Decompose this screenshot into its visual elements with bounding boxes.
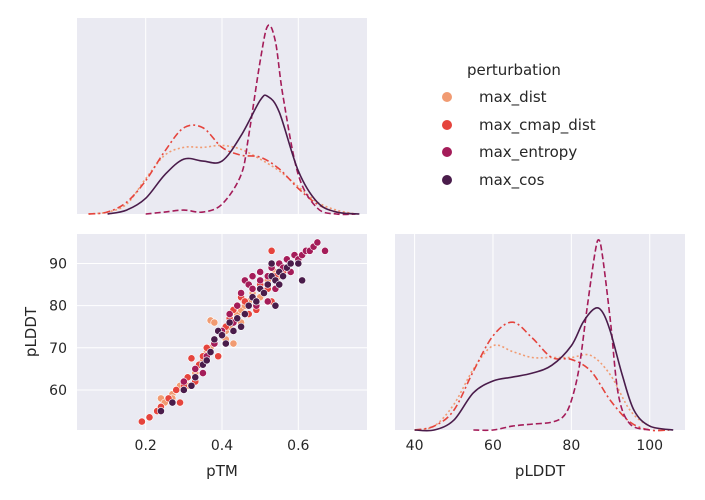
scatter-point-max-cos bbox=[237, 322, 245, 331]
plddt-kde-xtick-label: 100 bbox=[636, 438, 663, 454]
scatter-point-max-entropy bbox=[256, 276, 265, 285]
scatter-point-max-cos bbox=[240, 310, 249, 318]
plddt-kde-curve-max-cmap-dist bbox=[414, 321, 670, 432]
ptm-kde-curves bbox=[88, 24, 360, 216]
scatter-point-max-cos bbox=[244, 301, 253, 310]
scatter-point-max-cos bbox=[179, 386, 188, 394]
plddt-kde-curves bbox=[414, 239, 674, 432]
scatter-point-max-cos bbox=[191, 373, 200, 382]
scatter-point-max-entropy bbox=[237, 289, 245, 297]
scatter-point-max-cos bbox=[210, 335, 219, 344]
ptm-kde-curve-max-cos bbox=[107, 94, 360, 215]
scatter-point-max-cmap-dist bbox=[145, 413, 154, 422]
scatter-xtick-label: 0.4 bbox=[211, 438, 233, 454]
scatter-point-max-entropy bbox=[313, 238, 322, 247]
ptm-kde-curve-max-dist bbox=[88, 144, 356, 215]
ptm-kde-curve-max-entropy bbox=[145, 24, 356, 216]
plddt-kde-curve-max-entropy bbox=[473, 239, 650, 432]
scatter-point-max-entropy bbox=[233, 301, 242, 310]
scatter-xtick-label: 0.6 bbox=[287, 438, 309, 454]
scatter-xlabel: pTM bbox=[206, 462, 238, 480]
scatter-point-max-cos bbox=[260, 289, 268, 297]
scatter-point-max-cmap-dist bbox=[187, 354, 196, 363]
scatter-point-max-cmap-dist bbox=[214, 352, 223, 361]
legend-marker-max-entropy bbox=[442, 147, 452, 157]
legend-marker-max-cos bbox=[442, 175, 452, 185]
scatter-point-max-entropy bbox=[191, 364, 200, 373]
tick-labels: 0.2 0.4 0.6 60 70 80 90 40 60 80 100 bbox=[49, 257, 663, 454]
plddt-kde-xtick-label: 80 bbox=[562, 438, 580, 454]
plddt-kde-curve-max-dist bbox=[414, 344, 670, 431]
legend-label-max-dist: max_dist bbox=[479, 88, 547, 107]
legend-marker-max-cmap-dist bbox=[442, 120, 452, 130]
legend-label-max-entropy: max_entropy bbox=[479, 143, 577, 162]
scatter-point-max-entropy bbox=[179, 377, 188, 386]
scatter-point-max-entropy bbox=[225, 310, 234, 318]
scatter-ytick-label: 90 bbox=[49, 257, 67, 273]
scatter-point-max-cos bbox=[225, 318, 234, 327]
scatter-point-max-cos bbox=[294, 259, 303, 268]
scatter-ytick-label: 80 bbox=[49, 299, 67, 315]
scatter-point-max-cos bbox=[286, 259, 295, 268]
scatter-point-max-cos bbox=[202, 356, 211, 365]
scatter-point-max-cos bbox=[263, 280, 272, 289]
scatter-point-max-entropy bbox=[256, 268, 265, 276]
scatter-ytick-label: 60 bbox=[49, 383, 67, 399]
scatter-point-max-cos bbox=[275, 280, 284, 289]
ptm-kde-curve-max-cmap-dist bbox=[88, 124, 356, 215]
scatter-point-max-cos bbox=[267, 259, 276, 268]
legend-label-max-cmap-dist: max_cmap_dist bbox=[479, 116, 596, 135]
scatter-point-max-dist bbox=[229, 339, 238, 348]
scatter-point-max-cos bbox=[252, 297, 261, 306]
scatter-point-max-cos bbox=[298, 276, 307, 285]
plddt-kde-curve-max-cos bbox=[414, 307, 674, 432]
scatter-points bbox=[137, 238, 329, 426]
plddt-kde-xtick-label: 60 bbox=[484, 438, 502, 454]
scatter-point-max-cos bbox=[279, 272, 287, 281]
legend-title: perturbation bbox=[467, 61, 561, 79]
scatter-point-max-cmap-dist bbox=[267, 246, 276, 255]
scatter-point-max-entropy bbox=[321, 246, 329, 255]
scatter-point-max-entropy bbox=[199, 369, 207, 377]
scatter-point-max-entropy bbox=[248, 272, 257, 281]
plddt-kde-xlabel: pLDDT bbox=[515, 462, 566, 480]
scatter-ylabel: pLDDT bbox=[22, 306, 40, 357]
scatter-point-max-cos bbox=[271, 301, 280, 310]
scatter-point-max-dist bbox=[210, 318, 219, 327]
scatter-point-max-cos bbox=[221, 339, 230, 348]
plddt-kde-panel bbox=[395, 234, 685, 430]
scatter-point-max-entropy bbox=[248, 284, 257, 293]
scatter-point-max-cos bbox=[168, 398, 177, 407]
scatter-point-max-cmap-dist bbox=[137, 417, 146, 426]
scatter-point-max-cos bbox=[218, 331, 226, 340]
scatter-point-max-cos bbox=[206, 348, 215, 356]
legend: perturbation max_dist max_cmap_dist max_… bbox=[442, 61, 596, 190]
scatter-point-max-cos bbox=[229, 327, 238, 335]
plddt-kde-xtick-label: 40 bbox=[406, 438, 424, 454]
scatter-point-max-entropy bbox=[263, 297, 272, 306]
scatter-point-max-cos bbox=[187, 381, 196, 390]
scatter-point-max-cmap-dist bbox=[176, 398, 184, 407]
scatter-ytick-label: 70 bbox=[49, 341, 67, 357]
scatter-point-max-cos bbox=[157, 407, 165, 415]
scatter-xtick-label: 0.2 bbox=[135, 438, 157, 454]
legend-label-max-cos: max_cos bbox=[479, 171, 545, 190]
legend-marker-max-dist bbox=[442, 92, 452, 102]
scatter-point-max-cos bbox=[233, 314, 242, 323]
scatter-point-max-cmap-dist bbox=[172, 386, 181, 394]
